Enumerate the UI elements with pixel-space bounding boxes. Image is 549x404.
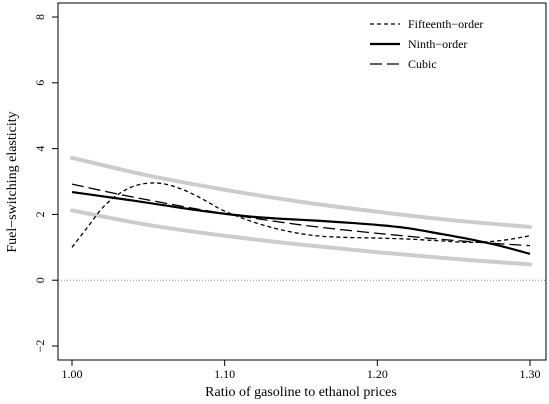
series-line-0 <box>71 182 531 248</box>
y-tick-label: 4 <box>33 146 47 152</box>
legend: Fifteenth−order Ninth−order Cubic <box>370 17 483 71</box>
y-axis: −2 0 2 4 6 8 <box>33 14 59 353</box>
confidence-bands <box>70 155 532 267</box>
x-tick-label: 1.00 <box>62 367 83 381</box>
legend-label: Cubic <box>408 57 437 71</box>
x-tick-label: 1.20 <box>367 367 388 381</box>
y-tick-label: 0 <box>33 277 47 283</box>
x-tick-label: 1.30 <box>520 367 541 381</box>
y-tick-label: 2 <box>33 211 47 217</box>
x-axis-label: Ratio of gasoline to ethanol prices <box>205 385 397 400</box>
plot-frame <box>57 2 547 361</box>
y-tick-label: −2 <box>33 340 47 353</box>
series-lines <box>71 182 531 255</box>
y-tick-label: 6 <box>33 80 47 86</box>
y-tick-label: 8 <box>33 14 47 20</box>
series-line-1 <box>71 190 531 255</box>
y-axis-label: Fuel−switching elasticity <box>5 111 20 252</box>
legend-label: Fifteenth−order <box>408 17 483 31</box>
confidence-band-lower <box>70 208 532 267</box>
x-axis: 1.00 1.10 1.20 1.30 <box>62 359 541 381</box>
series-line-2 <box>71 183 531 247</box>
legend-label: Ninth−order <box>408 37 467 51</box>
confidence-band-upper <box>70 155 532 229</box>
x-tick-label: 1.10 <box>214 367 235 381</box>
